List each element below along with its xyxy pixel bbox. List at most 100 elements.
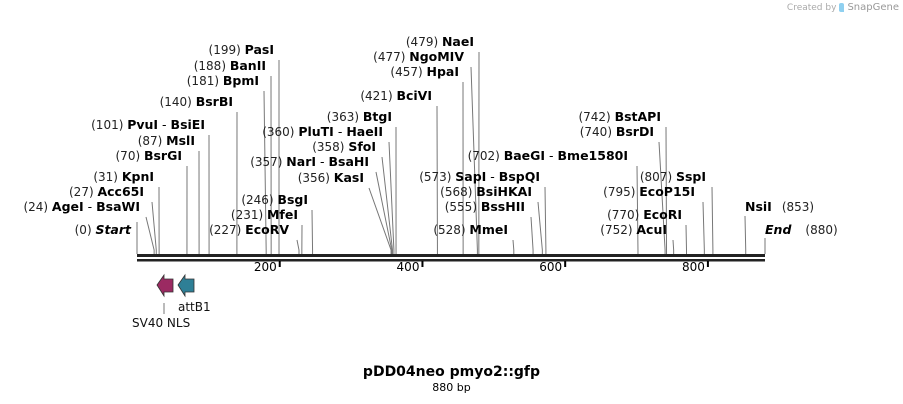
site-name: EcoRV xyxy=(245,222,289,237)
site-position: (477) xyxy=(373,50,409,64)
site-label-nsii: NsiI (853) xyxy=(745,199,814,214)
site-label-mfei: (231) MfeI xyxy=(231,207,298,222)
site-name: MslI xyxy=(166,133,195,148)
site-label-ngomiv: (477) NgoMIV xyxy=(373,49,464,64)
credit-prefix: Created by xyxy=(786,2,837,13)
site-position: (770) xyxy=(607,208,643,222)
site-name: BpmI xyxy=(223,73,259,88)
site-name: EcoRI xyxy=(643,207,682,222)
site-sapi-bspqi-cut-line xyxy=(544,186,547,254)
site-name: Bme1580I xyxy=(558,148,628,163)
site-label-mmei: (528) MmeI xyxy=(433,222,508,237)
site-bsgi-cut-line xyxy=(311,209,314,254)
site-position: (752) xyxy=(600,223,636,237)
site-sfoi-cut-line xyxy=(381,156,393,254)
site-position: (24) xyxy=(23,200,51,214)
site-baegi-bme1580i-cut-line xyxy=(636,165,639,254)
site-position: (199) xyxy=(209,43,245,57)
site-nari-bsahi-cut-line xyxy=(375,171,393,254)
site-name: BsrBI xyxy=(196,94,233,109)
site-label-ecori: (770) EcoRI xyxy=(607,207,682,222)
site-ecorv-cut-line xyxy=(296,239,300,254)
site-separator: - xyxy=(545,148,557,163)
site-name: BssHII xyxy=(481,199,525,214)
site-label-sapi-bspqi: (573) SapI - BspQI xyxy=(419,169,540,184)
site-position: (853) xyxy=(782,200,814,214)
ruler-tick-label: 400 xyxy=(397,260,420,274)
site-position: (31) xyxy=(93,170,121,184)
site-label-baegi-bme1580i: (702) BaeGI - Bme1580I xyxy=(468,148,628,163)
site-separator: - xyxy=(158,117,170,132)
site-label-acc65i: (27) Acc65I xyxy=(69,184,144,199)
site-label-ecorv: (227) EcoRV xyxy=(209,222,289,237)
site-name: BsiHKAI xyxy=(476,184,532,199)
site-label-naei: (479) NaeI xyxy=(406,34,474,49)
site-label-hpai: (457) HpaI xyxy=(390,64,459,79)
site-position: (227) xyxy=(209,223,245,237)
site-position: (742) xyxy=(578,110,614,124)
site-acui-cut-line xyxy=(672,239,675,254)
site-name: BciVI xyxy=(396,88,432,103)
site-acc65i-cut-line xyxy=(151,201,157,254)
site-bstapi-cut-line xyxy=(665,126,668,254)
site-separator: - xyxy=(334,124,346,139)
site-label-nari-bsahi: (357) NarI - BsaHI xyxy=(250,154,369,169)
site-position: (188) xyxy=(194,59,230,73)
site-position: (181) xyxy=(187,74,223,88)
site-label-ecop15i: (795) EcoP15I xyxy=(603,184,695,199)
site-label-bstapi: (742) BstAPI xyxy=(578,109,661,124)
site-position: (479) xyxy=(406,35,442,49)
site-name: BtgI xyxy=(363,109,392,124)
site-position: (140) xyxy=(160,95,196,109)
site-label-banii: (188) BanII xyxy=(194,58,266,73)
site-name: BsgI xyxy=(277,192,308,207)
ruler-tick-label: 800 xyxy=(682,260,705,274)
site-bsrdi-cut-line xyxy=(658,141,666,254)
site-position: (357) xyxy=(250,155,286,169)
site-agei-bsawi-cut-line xyxy=(145,216,155,254)
site-position: (795) xyxy=(603,185,639,199)
site-name: BspQI xyxy=(499,169,540,184)
site-position: (807) xyxy=(640,170,676,184)
site-name: NarI xyxy=(286,154,316,169)
site-position: (70) xyxy=(116,149,144,163)
site-name: SapI xyxy=(455,169,486,184)
site-position: (87) xyxy=(138,134,166,148)
site-position: (457) xyxy=(390,65,426,79)
site-label-pvui-bsiei: (101) PvuI - BsiEI xyxy=(91,117,205,132)
site-name: MmeI xyxy=(469,222,508,237)
site-separator: - xyxy=(316,154,328,169)
site-name: BsrGI xyxy=(144,148,182,163)
site-label-pasi: (199) PasI xyxy=(209,42,274,57)
site-position: (528) xyxy=(433,223,469,237)
site-name: SfoI xyxy=(348,139,376,154)
sv40-nls-feature-arrow xyxy=(156,273,174,298)
start-name: Start xyxy=(95,222,132,237)
site-position: (356) xyxy=(298,171,334,185)
site-name: BaeGI xyxy=(504,148,545,163)
site-label-acui: (752) AcuI xyxy=(600,222,667,237)
site-pluti-haeii-cut-line xyxy=(388,141,395,254)
attb1-label: attB1 xyxy=(178,300,211,314)
site-position: (246) xyxy=(241,193,277,207)
site-position: (555) xyxy=(445,200,481,214)
site-label-sspi: (807) SspI xyxy=(640,169,706,184)
site-name: AgeI xyxy=(52,199,84,214)
site-label-bsshii: (555) BssHII xyxy=(445,199,525,214)
site-position: (740) xyxy=(580,125,616,139)
site-name: BsrDI xyxy=(616,124,654,139)
site-label-kasi: (356) KasI xyxy=(298,170,364,185)
site-position: (231) xyxy=(231,208,267,222)
sv40-nls-label: SV40 NLS xyxy=(132,316,190,330)
site-label-bsihkai: (568) BsiHKAI xyxy=(440,184,532,199)
attb1-feature-arrow xyxy=(177,273,195,298)
site-position: (568) xyxy=(440,185,476,199)
ruler-tick xyxy=(564,261,567,267)
site-label-msli: (87) MslI xyxy=(138,133,195,148)
site-name: AcuI xyxy=(636,222,667,237)
site-position: (363) xyxy=(327,110,363,124)
site-label-bsgi: (246) BsgI xyxy=(241,192,308,207)
site-name: NsiI xyxy=(745,199,772,214)
ruler-tick xyxy=(421,261,424,267)
sequence-length: 880 bp xyxy=(432,381,471,394)
